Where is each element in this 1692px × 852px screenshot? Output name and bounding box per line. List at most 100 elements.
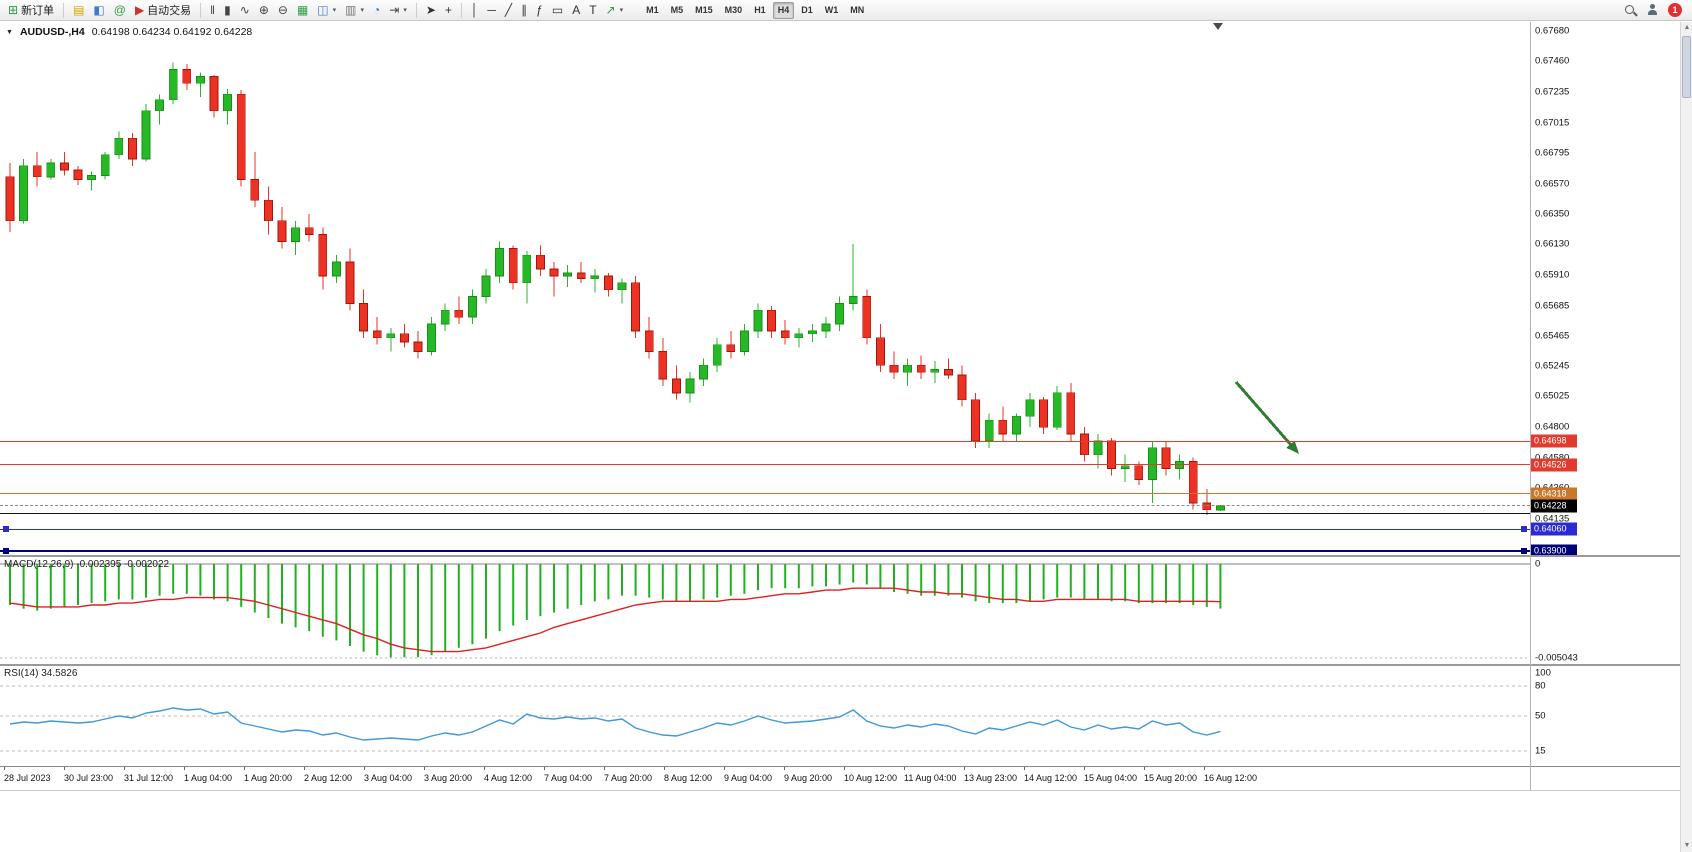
- time-axis[interactable]: 28 Jul 2023 30 Jul 23:00 31 Jul 12:00 1 Aug…: [0, 767, 1680, 790]
- candle: [808, 330, 817, 335]
- toolbar-buttons: ⊞ 新订单 ▤ ◧ @ ▶ 自动交易 ‖ ▮ ∿ ⊕ ⊖ ▦ ◫ ▾ ▥ ▾ ◔ ⇥ ▾ ➤ + │ ─ ╱ ∥ ƒ ▭ A T ↗ ▾: [4, 1, 627, 19]
- candle: [32, 165, 42, 178]
- account-icon[interactable]: [1646, 4, 1659, 16]
- timeframe-m15-button[interactable]: M15: [695, 4, 713, 15]
- time-tick: [64, 767, 65, 770]
- hline-resistance-2[interactable]: [0, 464, 1530, 466]
- rsi-axis-label: 100: [1535, 667, 1551, 679]
- tile-windows-button[interactable]: ▦: [293, 1, 312, 19]
- time-axis-label: 2 Aug 12:00: [304, 773, 353, 783]
- new-order-button[interactable]: ⊞ 新订单: [4, 1, 58, 19]
- rsi-panel[interactable]: RSI(14) 34.5826: [0, 666, 1530, 766]
- hline-black-line[interactable]: [0, 513, 1530, 515]
- navigator-button[interactable]: @: [110, 1, 130, 19]
- profiles-button[interactable]: ▥ ▾: [341, 1, 368, 19]
- horizontal-line-button[interactable]: ─: [483, 1, 500, 19]
- timeframe-w1-button[interactable]: W1: [824, 4, 839, 15]
- chart-shift-icon: ⇥: [389, 3, 400, 17]
- search-icon[interactable]: [1624, 4, 1637, 17]
- notification-badge[interactable]: 1: [1668, 3, 1682, 17]
- candle: [372, 330, 382, 339]
- chart-shift-marker[interactable]: [1213, 23, 1223, 30]
- chart-shift-button[interactable]: ⇥ ▾: [385, 1, 411, 19]
- timeframe-d1-button[interactable]: D1: [801, 4, 813, 15]
- main-chart-panel[interactable]: ▼ AUDUSD-,H4 0.64198 0.64234 0.64192 0.6…: [0, 22, 1530, 555]
- candle-chart-button[interactable]: ▮: [220, 1, 235, 19]
- time-axis-label: 4 Aug 12:00: [484, 773, 533, 783]
- chart-dropdown-icon[interactable]: ▼: [6, 28, 13, 36]
- hline-support-1[interactable]: [0, 528, 1530, 530]
- fibonacci-button[interactable]: ƒ: [532, 1, 547, 19]
- bar-chart-button[interactable]: ‖: [206, 1, 219, 19]
- hline-pivot-orange[interactable]: [0, 493, 1530, 494]
- time-axis-label: 7 Aug 04:00: [544, 773, 593, 783]
- candle: [862, 296, 872, 339]
- hline-resistance-1[interactable]: [0, 440, 1530, 442]
- hline-bid-line[interactable]: [0, 505, 1530, 507]
- zoom-out-button[interactable]: ⊖: [274, 1, 292, 19]
- price-axis-label: 0.65025: [1535, 390, 1570, 402]
- candle: [508, 247, 518, 284]
- candle: [522, 254, 532, 284]
- period-clock-button[interactable]: ◔: [369, 1, 384, 19]
- dropdown-arrow-icon[interactable]: ▾: [360, 7, 364, 14]
- time-axis-label: 15 Aug 20:00: [1144, 773, 1198, 783]
- candle: [236, 93, 246, 181]
- dropdown-arrow-icon[interactable]: ▾: [619, 7, 624, 14]
- line-handle[interactable]: [3, 526, 9, 532]
- time-axis-label: 15 Aug 04:00: [1084, 773, 1138, 783]
- tile-windows-icon: ▦: [296, 3, 309, 17]
- line-handle[interactable]: [3, 548, 9, 554]
- rsi-line: [9, 707, 1221, 741]
- rsi-axis: 100 80 50 15: [1531, 666, 1680, 766]
- timeframe-m30-button[interactable]: M30: [724, 4, 743, 15]
- data-window-button[interactable]: ◧: [89, 1, 108, 19]
- panel-splitter[interactable]: [0, 766, 1680, 767]
- timeframe-h1-button[interactable]: H1: [754, 4, 766, 15]
- timeframe-mn-button[interactable]: MN: [850, 4, 865, 15]
- hline-support-2[interactable]: [0, 550, 1530, 552]
- time-tick: [244, 767, 245, 770]
- candle: [46, 162, 56, 178]
- vertical-scrollbar[interactable]: ▲ ▼: [1680, 22, 1692, 852]
- annotation-arrow[interactable]: [1234, 381, 1293, 446]
- line-chart-button[interactable]: ∿: [236, 1, 254, 19]
- line-handle[interactable]: [1521, 526, 1527, 532]
- timeframe-m5-button[interactable]: M5: [670, 4, 684, 15]
- auto-trading-button[interactable]: ▶ 自动交易: [131, 1, 195, 19]
- panel-splitter[interactable]: [0, 555, 1680, 557]
- dropdown-arrow-icon[interactable]: ▾: [403, 7, 407, 14]
- macd-panel[interactable]: MACD(12,26,9) -0.002395 -0.002022: [0, 557, 1530, 664]
- timeframe-h4-button[interactable]: H4: [772, 1, 795, 19]
- rsi-axis-label: 50: [1535, 710, 1546, 722]
- candle: [712, 344, 722, 366]
- trendline-button[interactable]: ╱: [501, 1, 516, 19]
- candle: [1161, 447, 1171, 469]
- line-handle[interactable]: [1521, 548, 1527, 554]
- time-axis-label: 16 Aug 12:00: [1204, 773, 1258, 783]
- scrollbar-thumb[interactable]: [1682, 36, 1691, 98]
- cursor-button[interactable]: ➤: [422, 1, 440, 19]
- zoom-in-button[interactable]: ⊕: [255, 1, 273, 19]
- new-chart-button[interactable]: ◫ ▾: [313, 1, 340, 19]
- time-tick: [904, 767, 905, 770]
- equidistant-channel-icon: ∥: [521, 3, 528, 17]
- text-button[interactable]: A: [568, 1, 584, 19]
- channel-button[interactable]: ∥: [517, 1, 531, 19]
- candle: [100, 154, 110, 176]
- vertical-line-button[interactable]: │: [467, 1, 483, 19]
- text-label-button[interactable]: T: [585, 1, 600, 19]
- auto-trading-icon: ▶: [134, 3, 145, 17]
- shapes-button[interactable]: ▭: [548, 1, 567, 19]
- scroll-down-icon[interactable]: ▼: [1683, 842, 1691, 849]
- timeframe-m1-button[interactable]: M1: [646, 4, 659, 15]
- market-watch-button[interactable]: ▤: [69, 1, 88, 19]
- scroll-up-icon[interactable]: ▲: [1683, 24, 1691, 31]
- panel-splitter[interactable]: [0, 664, 1680, 666]
- crosshair-button[interactable]: +: [441, 1, 456, 19]
- dropdown-arrow-icon[interactable]: ▾: [332, 7, 337, 14]
- candle: [1012, 415, 1021, 435]
- time-tick: [184, 767, 185, 770]
- arrow-objects-button[interactable]: ↗ ▾: [602, 1, 628, 19]
